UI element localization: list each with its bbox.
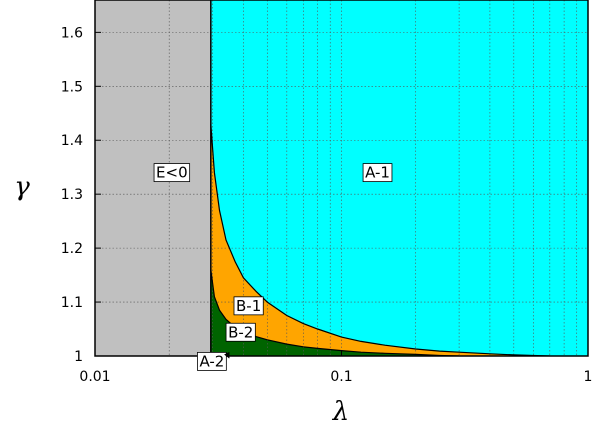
region-label-box — [225, 322, 256, 342]
upper-boundary-curve — [210, 124, 550, 356]
region-label-arrow — [224, 351, 230, 359]
region-label-box — [153, 163, 191, 183]
region-label-text: B-2 — [228, 323, 253, 341]
region-label-text: B-1 — [236, 297, 261, 315]
region-label-box — [233, 296, 264, 316]
grid-lines — [95, 0, 588, 356]
region-label-e-0: E<0 — [153, 163, 191, 183]
region-label-text: A-2 — [199, 352, 224, 370]
region-labels: E<0 A-1 B-1 B-2A-2 — [153, 163, 393, 371]
y-tick-label: 1.6 — [61, 25, 83, 41]
x-tick-label: 0.01 — [79, 369, 110, 385]
region-e-negative-fill — [95, 0, 211, 356]
region-label-box — [362, 163, 393, 183]
y-tick-label: 1.1 — [61, 295, 83, 311]
region-label-b-1: B-1 — [233, 296, 264, 316]
region-label-text: E<0 — [156, 164, 188, 182]
x-tick-label: 1 — [584, 369, 592, 385]
y-tick-label: 1.3 — [61, 187, 83, 203]
y-tick-label: 1.4 — [61, 133, 83, 149]
x-axis-label: λ — [332, 397, 349, 427]
y-tick-label: 1 — [74, 349, 83, 365]
region-label-b-2: B-2 — [225, 322, 256, 342]
x-tick-label: 0.1 — [330, 369, 352, 385]
region-b2-fill — [210, 269, 460, 356]
y-tick-label: 1.2 — [61, 241, 83, 257]
y-axis-label: γ — [14, 172, 30, 202]
lower-boundary-curve — [210, 269, 460, 356]
region-label-box — [197, 351, 227, 371]
region-label-text: A-1 — [365, 164, 390, 182]
y-ticks: 1 1.1 1.2 1.3 1.4 1.5 1.6 — [61, 25, 101, 365]
y-tick-label: 1.5 — [61, 79, 83, 95]
region-label-a-1: A-1 — [362, 163, 393, 183]
region-label-a-2: A-2 — [197, 351, 230, 371]
x-ticks: 0.01 0.1 1 — [79, 350, 592, 385]
